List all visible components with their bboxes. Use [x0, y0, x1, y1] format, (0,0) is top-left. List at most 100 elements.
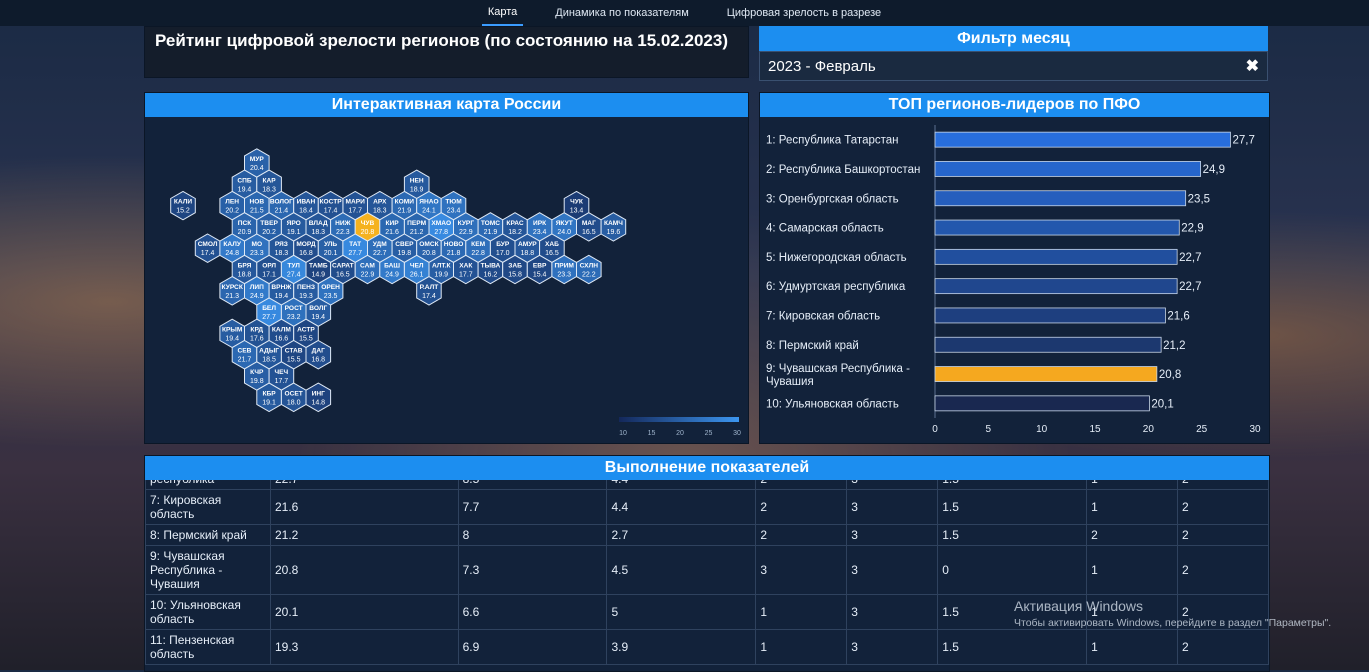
month-filter-select[interactable]: 2023 - Февраль ✖	[759, 51, 1268, 81]
bar-category-label: 2: Республика Башкортостан	[766, 164, 920, 176]
table-cell: 2	[1177, 524, 1269, 546]
bar[interactable]	[934, 219, 1180, 236]
map-hex-value: 23.4	[533, 229, 547, 236]
close-icon[interactable]: ✖	[1245, 58, 1259, 75]
map-hex-67[interactable]: КУРСК 21.3	[219, 276, 245, 306]
map-hex-code: АДЫГ	[259, 348, 279, 355]
bar[interactable]	[934, 190, 1187, 207]
map-panel: Интерактивная карта России МУР 20.4 СПБ 19.…	[144, 92, 749, 444]
map-hex-code: НИЖ	[335, 220, 351, 227]
map-hex-value: 19.6	[607, 229, 621, 236]
map-hex-value: 15.5	[287, 357, 301, 364]
map-hex-code: САРАТ	[332, 263, 354, 270]
map-hex-value: 21.4	[275, 208, 289, 215]
bar-category-label: 10: Ульяновская область	[766, 398, 899, 410]
table-cell: 6.6	[457, 594, 608, 630]
map-hex-83[interactable]: ИНГ 14.8	[305, 382, 332, 413]
map-hex-code: КАЛУ	[223, 241, 241, 248]
map-hex-value: 20.4	[250, 165, 264, 172]
bar[interactable]	[934, 336, 1162, 353]
map-hex-value: 17.4	[422, 293, 436, 300]
bar[interactable]	[934, 366, 1158, 382]
bar[interactable]	[934, 307, 1166, 324]
map-hex-value: 17.0	[496, 250, 510, 257]
table-cell: 4.4	[606, 480, 757, 490]
map-hex-code: КЕМ	[471, 241, 485, 248]
map-hex-code: ПСК	[238, 220, 253, 227]
tab-digital-maturity[interactable]: Цифровая зрелость в разрезе	[726, 7, 882, 19]
map-hex-value: 24.8	[225, 250, 239, 257]
table-cell: 1.5	[937, 524, 1088, 546]
table-cell-region: 9: Чувашская Республика - Чувашия	[145, 545, 271, 595]
bar-value-label: 21,6	[1167, 310, 1189, 322]
map-hex-46[interactable]: ХАБ 16.5	[539, 233, 565, 263]
map-hex-code: КАМЧ	[604, 220, 623, 227]
tab-map[interactable]: Карта	[481, 0, 524, 26]
table-cell: 21.2	[270, 524, 459, 546]
table-cell: 2	[1177, 480, 1269, 490]
map-hex-code: МО	[251, 241, 262, 248]
bar[interactable]	[934, 278, 1178, 295]
map-hex-code: ТАТ	[349, 241, 361, 248]
top-regions-title: ТОП регионов-лидеров по ПФО	[760, 93, 1269, 117]
bar[interactable]	[934, 161, 1202, 177]
map-hex-value: 21.3	[225, 293, 239, 300]
map-hex-value: 23.2	[287, 314, 301, 321]
map-hex-code: СЕВ	[238, 348, 252, 355]
bar-category-label: 9: Чувашская Республика -Чувашия	[766, 363, 910, 388]
table-row: 8: Пермский край 21.2 8 2.7 2 3 1.5 2 2	[145, 524, 1269, 546]
map-hex-value: 18.3	[262, 186, 276, 193]
map-hex-code: КРАС	[506, 220, 523, 227]
map-hex-value: 18.3	[373, 208, 387, 215]
table-cell-region: 10: Ульяновская область	[145, 594, 271, 630]
x-tick-label: 5	[986, 424, 992, 435]
map-hex-value: 15.8	[508, 272, 522, 279]
table-cell: 1	[1086, 480, 1178, 490]
map-hex-code: АМУР	[518, 241, 537, 248]
map-hex-32[interactable]: СМОЛ 17.4	[194, 233, 221, 263]
map-hex-value: 21.2	[410, 229, 424, 236]
map-hex-58[interactable]: ЗАБ 15.8	[502, 254, 528, 285]
map-hex-value: 17.7	[348, 208, 362, 215]
map-hex-59[interactable]: ЕВР 15.4	[526, 254, 553, 285]
bar[interactable]	[934, 395, 1150, 412]
table-cell-region: 8: Пермский край	[145, 524, 271, 546]
map-hex-code: РЯЗ	[275, 241, 288, 248]
bar-category-label: 3: Оренбургская область	[766, 193, 899, 205]
map-hex-code: ИВАН	[297, 199, 316, 206]
map-hex-value: 15.4	[533, 272, 547, 279]
map-hex-66[interactable]: Р.АЛТ 17.4	[416, 276, 442, 306]
bar-value-label: 20,8	[1159, 369, 1181, 381]
map-hex-code: МАГ	[582, 220, 596, 227]
table-cell: 1	[1086, 545, 1178, 595]
map-hex-value: 19.4	[238, 186, 252, 193]
table-cell: 1	[755, 629, 848, 665]
map-hex-code: БЕЛ	[262, 305, 276, 312]
map-hex-value: 19.4	[225, 335, 239, 342]
map-hex-value: 14.9	[311, 272, 325, 279]
bar[interactable]	[934, 248, 1178, 265]
legend-tick: 30	[733, 430, 741, 437]
filter-title: Фильтр месяц	[759, 26, 1268, 51]
top-regions-bar-chart: 1: Республика Татарстан 27,7 2: Республика…	[766, 125, 1261, 435]
legend-tick: 10	[619, 430, 627, 437]
map-hex-value: 22.3	[336, 229, 350, 236]
map-hex-code: КРД	[250, 326, 263, 333]
map-hex-value: 17.4	[324, 208, 338, 215]
table-cell: 1.5	[937, 629, 1088, 665]
indicators-panel: Выполнение показателей республика22.78.5…	[144, 455, 1270, 672]
table-cell: 2	[1177, 629, 1269, 665]
tab-dynamics[interactable]: Динамика по показателям	[555, 7, 689, 19]
table-cell: 20.8	[270, 545, 459, 595]
map-hex-code: ЯНАО	[419, 199, 438, 206]
bar[interactable]	[934, 131, 1231, 148]
map-hex-61[interactable]: СХЛН 22.2	[576, 254, 602, 285]
map-hex-value: 21.7	[238, 357, 252, 364]
map-hex-code: КАЛИ	[174, 199, 192, 206]
map-hex-code: МАРИ	[345, 199, 365, 206]
map-hex-3[interactable]: КАЛИ 15.2	[170, 190, 196, 221]
map-hex-78[interactable]: ДАГ 16.8	[305, 339, 332, 370]
map-hex-31[interactable]: КАМЧ 19.6	[600, 212, 627, 242]
map-hex-value: 22.2	[582, 272, 596, 279]
